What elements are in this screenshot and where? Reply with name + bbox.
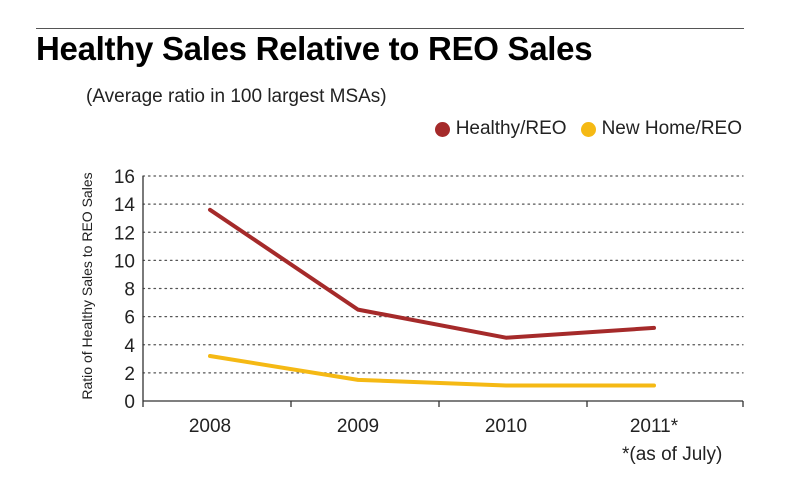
- y-tick-label-0: 0: [124, 392, 135, 413]
- chart-subtitle: (Average ratio in 100 largest MSAs): [86, 86, 387, 107]
- x-tick-labels: 2008 2009 2010 2011*: [189, 416, 679, 437]
- y-tick-label-2: 2: [124, 364, 135, 385]
- y-tick-label-12: 12: [114, 223, 135, 244]
- axes: [142, 176, 744, 407]
- footnote: *(as of July): [622, 444, 723, 465]
- chart-title: Healthy Sales Relative to REO Sales: [36, 30, 593, 67]
- legend-label-new-home: New Home/REO: [601, 118, 742, 139]
- y-tick-label-6: 6: [124, 308, 135, 329]
- x-tick-label-2010: 2010: [485, 416, 527, 437]
- y-tick-label-10: 10: [114, 251, 135, 272]
- y-tick-label-4: 4: [124, 336, 135, 357]
- x-tick-label-2011: 2011*: [630, 416, 679, 437]
- legend: Healthy/REO New Home/REO: [434, 118, 742, 140]
- legend-item-new-home: New Home/REO: [580, 118, 742, 140]
- series-lines: [208, 207, 656, 388]
- y-tick-label-8: 8: [124, 280, 135, 301]
- series-line-healthy-reo: [208, 207, 656, 340]
- gridlines: [142, 175, 744, 374]
- legend-swatch-healthy: [434, 121, 450, 137]
- x-tick-label-2008: 2008: [189, 416, 231, 437]
- y-tick-label-16: 16: [114, 167, 135, 188]
- legend-label-healthy: Healthy/REO: [455, 118, 567, 139]
- y-axis-title: Ratio of Healthy Sales to REO Sales: [79, 172, 95, 399]
- y-tick-label-14: 14: [114, 195, 136, 216]
- top-rule: [36, 28, 744, 29]
- series-line-new-home-reo: [208, 354, 656, 388]
- x-tick-label-2009: 2009: [337, 416, 379, 437]
- legend-item-healthy: Healthy/REO: [434, 118, 567, 140]
- y-tick-labels: 0 2 4 6 8 10 12 14 16: [114, 167, 136, 413]
- legend-swatch-new-home: [580, 121, 596, 137]
